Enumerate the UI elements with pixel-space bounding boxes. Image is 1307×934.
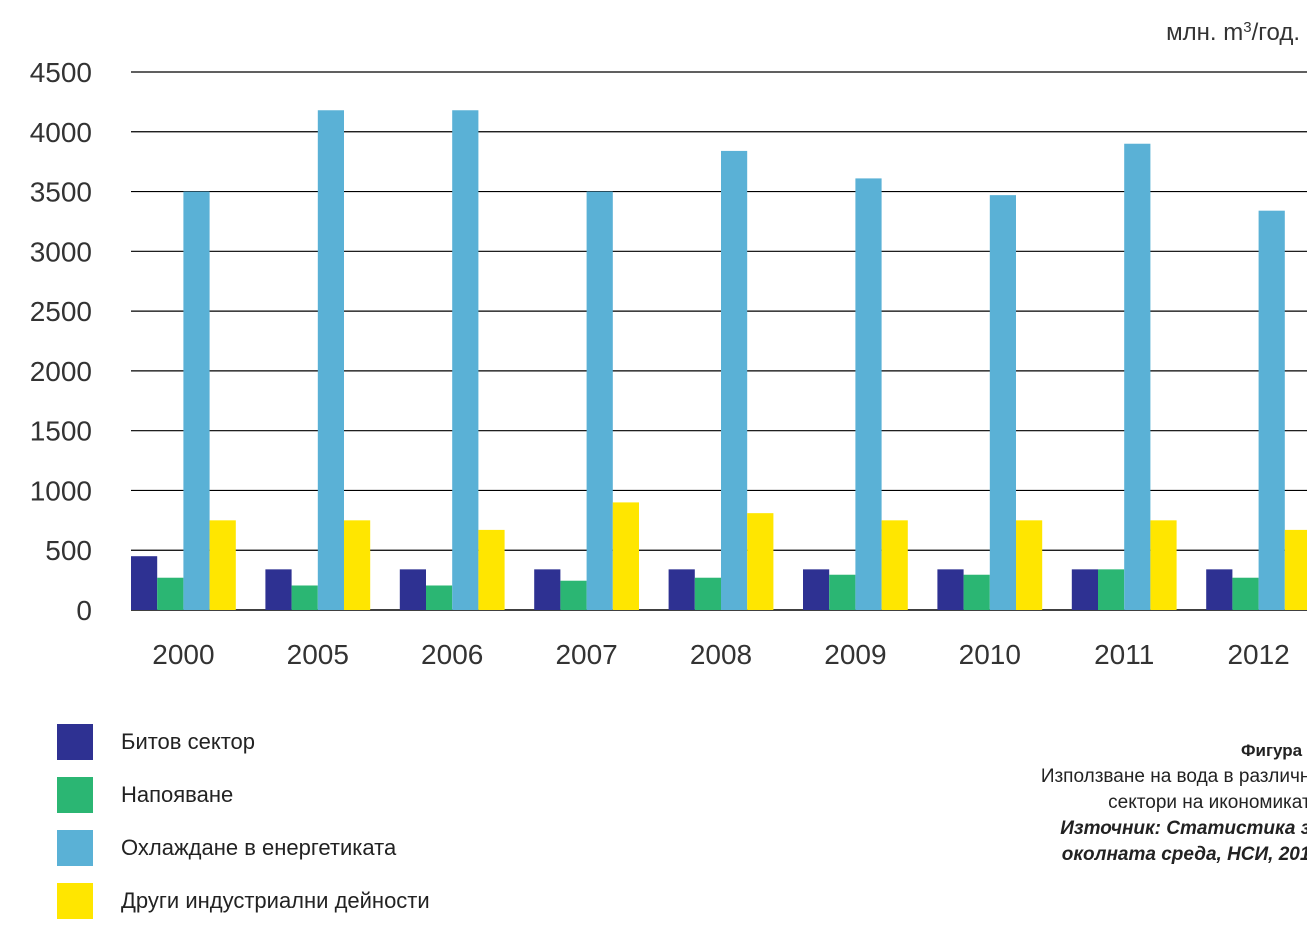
bar-irrigation	[157, 577, 184, 610]
x-tick-label: 2006	[421, 639, 483, 670]
legend: Битов сектор Напояване Охлаждане в енерг…	[57, 722, 430, 934]
bar-domestic	[668, 569, 695, 610]
bar-energy-cooling	[1124, 143, 1151, 610]
y-tick-label: 3500	[30, 177, 92, 208]
y-tick-label: 4500	[30, 57, 92, 88]
legend-item: Други индустриални дейности	[57, 881, 430, 921]
caption-line: сектори на икономиката	[1108, 792, 1307, 813]
bar-energy-cooling	[317, 110, 344, 610]
caption-source: околната среда, НСИ, 2012	[1061, 844, 1307, 865]
bar-irrigation	[829, 574, 856, 610]
bar-irrigation	[291, 585, 318, 610]
bar-energy-cooling	[989, 195, 1016, 611]
y-tick-label: 2000	[30, 356, 92, 387]
bar-domestic	[265, 569, 292, 610]
bar-other-industry	[747, 513, 774, 610]
y-tick-label: 500	[45, 535, 92, 566]
legend-label: Напояване	[121, 782, 234, 807]
caption-title: Фигура 1.	[1240, 741, 1307, 760]
bar-energy-cooling	[183, 191, 210, 611]
y-tick-label: 2500	[30, 296, 92, 327]
bar-other-industry	[478, 529, 505, 610]
legend-label: Битов сектор	[121, 729, 255, 754]
y-tick-label: 1500	[30, 416, 92, 447]
legend-swatch	[57, 777, 93, 813]
caption-source: Източник: Статистика за	[1060, 818, 1307, 839]
unit-label: млн. m3/год.	[1166, 19, 1300, 47]
bar-energy-cooling	[586, 191, 613, 611]
bar-energy-cooling	[1258, 210, 1285, 610]
x-tick-label: 2009	[824, 639, 886, 670]
bars	[131, 110, 1307, 611]
bar-energy-cooling	[855, 178, 882, 610]
bar-domestic	[534, 569, 561, 610]
bar-domestic	[131, 556, 158, 610]
legend-item: Охлаждане в енергетиката	[57, 828, 430, 868]
x-axis-ticks: 2000 2005 2006 2007 2008 2009 2010 2011 2012	[152, 639, 1289, 670]
legend-label: Други индустриални дейности	[121, 888, 430, 913]
bar-domestic	[937, 569, 964, 610]
bar-other-industry	[209, 520, 236, 610]
x-tick-label: 2000	[152, 639, 214, 670]
legend-swatch	[57, 883, 93, 919]
bar-chart: 0 500 1000 1500 2000 2500 3000 3500 4000 4500 200…	[30, 19, 1307, 670]
y-tick-label: 0	[76, 595, 92, 626]
legend-swatch	[57, 724, 93, 760]
legend-item: Битов сектор	[57, 722, 430, 762]
bar-irrigation	[426, 585, 453, 610]
y-tick-label: 1000	[30, 475, 92, 506]
y-axis-ticks: 0 500 1000 1500 2000 2500 3000 3500 4000 4500	[30, 57, 92, 626]
bar-other-industry	[1284, 529, 1307, 610]
bar-irrigation	[1232, 577, 1259, 610]
bar-domestic	[1206, 569, 1233, 610]
figure-caption: Фигура 1. Използване на вода в различни …	[941, 738, 1307, 868]
bar-other-industry	[612, 502, 639, 610]
x-tick-label: 2010	[959, 639, 1021, 670]
y-tick-label: 3000	[30, 236, 92, 267]
legend-item: Напояване	[57, 775, 430, 815]
x-tick-label: 2012	[1227, 639, 1289, 670]
bar-domestic	[1071, 569, 1098, 610]
caption-line: Използване на вода в различни	[1040, 766, 1307, 787]
legend-label: Охлаждане в енергетиката	[121, 835, 397, 860]
legend-swatch	[57, 830, 93, 866]
bar-irrigation	[560, 580, 587, 610]
bar-energy-cooling	[721, 150, 748, 610]
bar-energy-cooling	[452, 110, 479, 610]
x-tick-label: 2011	[1094, 639, 1154, 670]
x-tick-label: 2008	[690, 639, 752, 670]
x-tick-label: 2005	[287, 639, 349, 670]
bar-domestic	[803, 569, 830, 610]
x-tick-label: 2007	[555, 639, 617, 670]
bar-irrigation	[1098, 569, 1125, 610]
bar-irrigation	[963, 574, 990, 610]
bar-other-industry	[881, 520, 908, 610]
bar-irrigation	[694, 577, 721, 610]
bar-other-industry	[1016, 520, 1043, 610]
bar-other-industry	[344, 520, 371, 610]
y-tick-label: 4000	[30, 117, 92, 148]
bar-other-industry	[1150, 520, 1177, 610]
bar-domestic	[399, 569, 426, 610]
